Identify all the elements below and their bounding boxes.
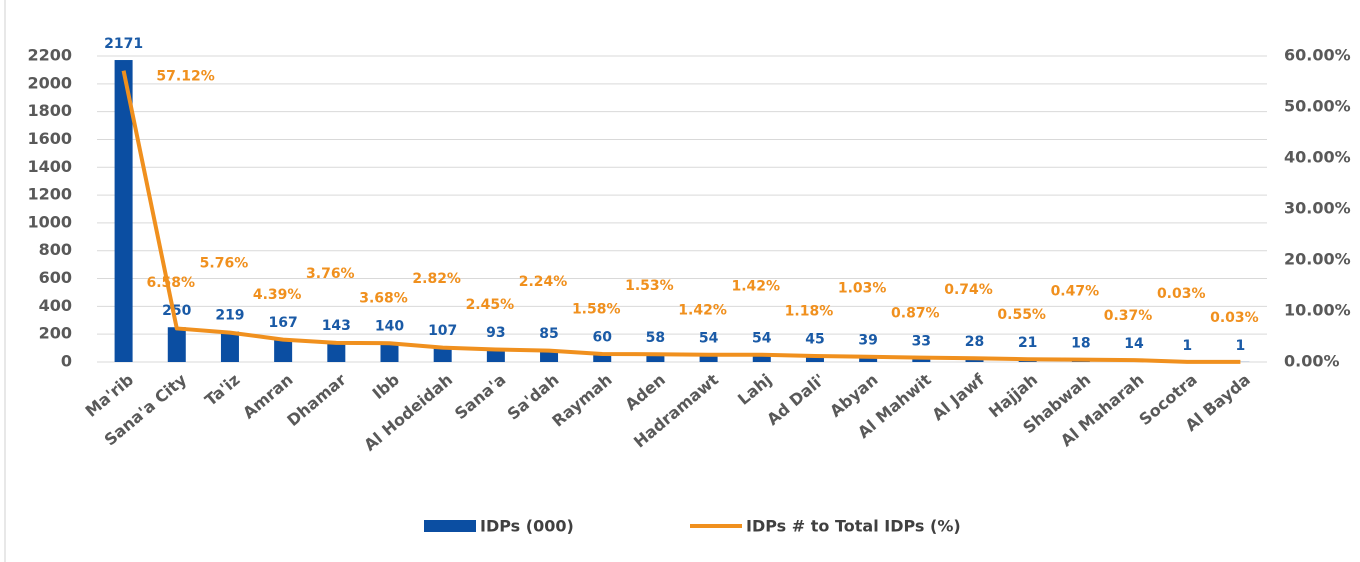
bar [167,327,186,362]
legend-label: IDPs # to Total IDPs (%) [746,517,961,536]
bar [593,353,612,362]
y-tick-label: 400 [39,296,72,315]
line-value-label: 0.87% [891,305,940,321]
line-value-label: 4.39% [253,287,302,303]
bar-value-label: 21 [1018,335,1037,351]
bar-value-label: 140 [375,319,404,335]
line-value-label: 0.03% [1210,310,1259,326]
bar-value-label: 18 [1071,335,1090,351]
legend-label: IDPs (000) [480,517,574,536]
bar-value-label: 54 [699,330,719,346]
line-value-label: 3.68% [359,291,408,307]
bar-value-label: 1 [1236,338,1246,354]
line-value-label: 0.55% [997,307,1046,323]
bar-value-label: 60 [592,330,612,346]
y-tick-label: 800 [39,240,72,259]
x-tick-label: Al Jawf [928,369,988,424]
bar-value-label: 45 [805,332,824,348]
bar [114,60,133,363]
line-value-label: 1.42% [678,302,727,318]
x-tick-label: Dhamar [283,370,350,430]
y2-tick-label: 0.00% [1284,352,1340,371]
line-value-label: 2.82% [412,271,461,287]
line-value-label: 5.76% [200,256,249,272]
bar-value-label: 1 [1182,338,1192,354]
bar-value-label: 2171 [104,36,143,52]
y-tick-label: 0 [61,352,72,371]
y2-tick-label: 30.00% [1284,199,1351,218]
x-tick-label: Lahj [734,370,775,409]
bar-value-label: 219 [215,308,244,324]
y-tick-label: 200 [39,324,72,343]
bar [220,331,239,362]
bar [327,342,346,362]
bar-value-label: 14 [1124,336,1144,352]
line-value-label: 2.45% [466,297,515,313]
bar [699,354,718,362]
bar [433,347,452,362]
bar-value-label: 39 [858,333,877,349]
line-value-label: 1.53% [625,278,674,294]
y2-tick-label: 10.00% [1284,301,1351,320]
y-tick-label: 1000 [27,212,72,231]
line-value-label: 1.18% [785,304,834,320]
y-tick-label: 1400 [27,157,72,176]
line-value-label: 1.03% [838,281,887,297]
bar [380,342,399,362]
x-tick-label: Raymah [548,370,615,431]
line-value-label: 0.47% [1051,283,1100,299]
line-value-label: 1.58% [572,302,621,318]
x-tick-label: Ta'iz [201,370,243,410]
bar-value-label: 250 [162,303,191,319]
y-tick-label: 2200 [27,46,72,65]
bar-value-label: 167 [269,315,298,331]
y2-tick-label: 40.00% [1284,148,1351,167]
bar [752,354,771,362]
legend-swatch [424,520,476,532]
y-tick-label: 1600 [27,129,72,148]
line [121,70,1241,364]
line-value-label: 3.76% [306,266,355,282]
bar [274,338,293,362]
bar [646,353,665,362]
bar [859,356,878,362]
bar-value-label: 58 [646,330,665,346]
x-tick-label: Aden [621,370,669,414]
bar [805,355,824,362]
x-tick-label: Sana'a [451,370,509,423]
bar-value-label: 33 [912,333,931,349]
bar-value-label: 143 [322,318,351,334]
y-tick-label: 2000 [27,73,72,92]
bar [912,357,931,362]
bar [540,350,559,362]
bar-value-label: 28 [965,334,984,350]
line-value-label: 6.58% [146,275,195,291]
y2-tick-label: 60.00% [1284,46,1351,65]
y-tick-label: 600 [39,268,72,287]
x-tick-label: Ad Dali' [763,370,828,429]
line-value-label: 0.37% [1104,308,1153,324]
y-tick-label: 1800 [27,101,72,120]
bar [486,349,505,362]
line-value-label: 1.42% [731,278,780,294]
y2-tick-label: 50.00% [1284,97,1351,116]
bar-value-label: 107 [428,323,457,339]
y2-tick-label: 20.00% [1284,250,1351,269]
line-value-label: 0.74% [944,282,993,298]
line-value-label: 2.24% [519,274,568,290]
y-tick-label: 1200 [27,185,72,204]
bar-value-label: 85 [539,326,558,342]
line-value-label: 0.03% [1157,286,1206,302]
bar-value-label: 54 [752,330,772,346]
bar-value-label: 93 [486,325,505,341]
x-tick-label: Ibb [369,370,403,403]
line-value-label: 57.12% [156,69,214,85]
